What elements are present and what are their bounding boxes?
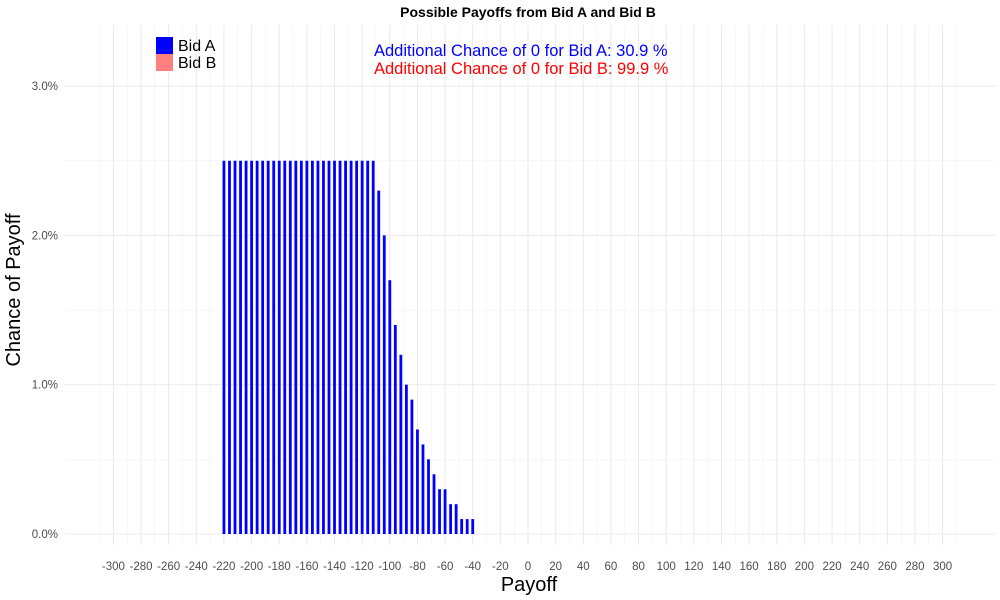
chart-title: Possible Payoffs from Bid A and Bid B bbox=[400, 4, 656, 20]
y-axis-label: Chance of Payoff bbox=[3, 213, 25, 367]
legend-swatch-bid-a bbox=[156, 37, 173, 54]
bar-bid-a bbox=[283, 160, 287, 534]
bar-bid-a bbox=[333, 160, 336, 534]
x-tick-label: 280 bbox=[905, 561, 924, 573]
x-tick-label: 140 bbox=[712, 561, 731, 573]
bar-bid-a bbox=[277, 160, 281, 534]
bar-bid-a bbox=[360, 160, 364, 534]
x-tick-label: -140 bbox=[323, 561, 346, 573]
bar-bid-a bbox=[421, 444, 425, 534]
bars-group bbox=[222, 160, 475, 535]
x-tick-label: -220 bbox=[212, 561, 235, 573]
legend-label-bid-a: Bid A bbox=[178, 38, 216, 55]
x-tick-label: 80 bbox=[632, 561, 645, 573]
bar-bid-a bbox=[327, 160, 331, 534]
bar-bid-a bbox=[438, 489, 441, 534]
bar-bid-a bbox=[371, 160, 375, 534]
bar-bid-a bbox=[416, 429, 419, 534]
bar-bid-a bbox=[311, 160, 314, 534]
x-tick-label: -60 bbox=[437, 561, 454, 573]
bar-bid-a bbox=[366, 160, 370, 534]
x-tick-label: 220 bbox=[822, 561, 841, 573]
bar-bid-a bbox=[294, 160, 298, 534]
x-tick-label: -240 bbox=[185, 561, 208, 573]
x-tick-label: -260 bbox=[157, 561, 180, 573]
bar-bid-a bbox=[222, 160, 226, 534]
x-tick-label: -100 bbox=[378, 561, 401, 573]
bar-bid-a bbox=[399, 354, 403, 534]
grid-lines bbox=[65, 25, 995, 545]
bar-bid-a bbox=[305, 160, 309, 534]
x-axis-label: Payoff bbox=[501, 574, 558, 596]
legend: Bid A Bid B bbox=[156, 37, 216, 72]
bar-bid-a bbox=[454, 504, 458, 534]
bar-bid-a bbox=[344, 160, 347, 534]
bar-bid-a bbox=[449, 504, 453, 534]
bar-bid-a bbox=[388, 280, 392, 534]
bar-bid-a bbox=[288, 160, 292, 534]
bar-bid-a bbox=[316, 160, 320, 534]
bar-bid-a bbox=[432, 474, 436, 534]
bar-bid-a bbox=[443, 489, 447, 534]
bar-bid-a bbox=[393, 324, 397, 534]
bar-bid-a bbox=[460, 519, 464, 534]
annotation-bid-b: Additional Chance of 0 for Bid B: 99.9 % bbox=[374, 60, 669, 78]
bar-bid-a bbox=[355, 160, 359, 534]
y-tick-label: 3.0% bbox=[32, 81, 58, 93]
bar-bid-a bbox=[404, 384, 408, 534]
bar-bid-a bbox=[471, 519, 475, 534]
bar-bid-a bbox=[377, 190, 381, 535]
x-tick-label: 100 bbox=[657, 561, 676, 573]
x-tick-label: 180 bbox=[767, 561, 786, 573]
bar-bid-a bbox=[244, 160, 248, 534]
bar-bid-a bbox=[299, 160, 303, 534]
x-tick-label: -20 bbox=[492, 561, 509, 573]
x-tick-label: 40 bbox=[577, 561, 590, 573]
bar-bid-a bbox=[239, 160, 242, 534]
bar-bid-a bbox=[465, 519, 469, 534]
bar-bid-a bbox=[427, 459, 430, 534]
x-tick-label: -80 bbox=[409, 561, 426, 573]
x-tick-label: 20 bbox=[549, 561, 562, 573]
x-tick-label: -120 bbox=[351, 561, 374, 573]
bar-bid-a bbox=[410, 399, 414, 534]
x-tick-label: -280 bbox=[130, 561, 153, 573]
legend-swatch-bid-b bbox=[156, 54, 173, 71]
bar-bid-a bbox=[233, 160, 237, 534]
y-tick-label: 0.0% bbox=[32, 529, 58, 541]
bar-bid-a bbox=[272, 160, 276, 534]
x-tick-label: -40 bbox=[464, 561, 481, 573]
x-tick-labels: -300 -280 -260 -240 -220 -200 -180 -160 -140 -120… bbox=[102, 561, 952, 573]
bar-bid-a bbox=[261, 160, 265, 534]
bar-bid-a bbox=[322, 160, 325, 534]
bar-bid-a bbox=[228, 160, 231, 534]
x-tick-label: 240 bbox=[850, 561, 869, 573]
x-tick-label: 160 bbox=[740, 561, 759, 573]
x-tick-label: 300 bbox=[933, 561, 952, 573]
x-tick-label: -180 bbox=[268, 561, 291, 573]
annotation-bid-a: Additional Chance of 0 for Bid A: 30.9 % bbox=[374, 42, 668, 60]
x-tick-label: 60 bbox=[605, 561, 618, 573]
x-tick-label: 120 bbox=[684, 561, 703, 573]
y-tick-label: 2.0% bbox=[32, 230, 58, 242]
legend-label-bid-b: Bid B bbox=[178, 55, 216, 72]
bar-bid-a bbox=[266, 160, 270, 534]
y-tick-label: 1.0% bbox=[32, 380, 58, 392]
x-tick-label: -200 bbox=[240, 561, 263, 573]
x-tick-label: -300 bbox=[102, 561, 125, 573]
bar-bid-a bbox=[250, 160, 253, 534]
x-tick-label: 0 bbox=[525, 561, 531, 573]
bar-bid-a bbox=[255, 160, 259, 534]
x-tick-label: 200 bbox=[795, 561, 814, 573]
x-tick-label: 260 bbox=[878, 561, 897, 573]
x-tick-label: -160 bbox=[295, 561, 318, 573]
bar-bid-a bbox=[382, 235, 386, 534]
y-tick-labels: 0.0% 1.0% 2.0% 3.0% bbox=[32, 81, 58, 541]
bar-bid-a bbox=[338, 160, 342, 534]
bar-bid-a bbox=[349, 160, 353, 534]
